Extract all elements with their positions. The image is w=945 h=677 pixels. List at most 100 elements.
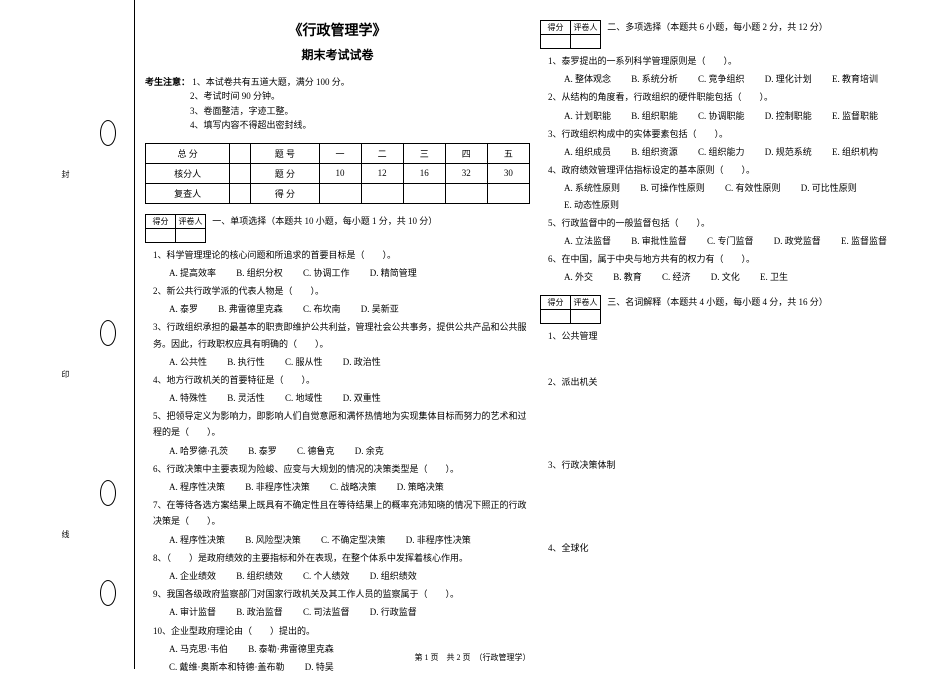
opt: A. 特殊性: [169, 390, 207, 406]
s2q1: 1、泰罗提出的一系列科学管理原则是（ ）。: [540, 53, 925, 69]
opt: C. 战略决策: [330, 479, 377, 495]
cell: [571, 310, 601, 324]
section-1-title: 一、单项选择（本题共 10 小题，每小题 1 分，共 10 分）: [212, 214, 437, 228]
s3q3: 3、行政决策体制: [540, 458, 925, 471]
cell: 得分: [541, 296, 571, 310]
cell: [541, 310, 571, 324]
opt: C. 地域性: [285, 390, 323, 406]
opt: B. 执行性: [227, 354, 265, 370]
s2q4: 4、政府绩效管理评估指标设定的基本原则（ ）。: [540, 162, 925, 178]
opt: C. 协调职能: [698, 108, 745, 124]
q8: 8、（ ）是政府绩效的主要指标和外在表现，在整个体系中发挥着核心作用。: [145, 550, 530, 566]
section-2-title: 二、多项选择（本题共 6 小题，每小题 2 分，共 12 分）: [607, 20, 828, 34]
binding-hole: [100, 120, 116, 146]
opt: B. 可操作性原则: [640, 180, 705, 196]
score-box: 得分评卷人: [540, 295, 601, 324]
cell: 题 号: [251, 143, 319, 163]
cell: 一: [319, 143, 361, 163]
binding-label-1: 封: [60, 170, 71, 178]
opt: B. 泰罗: [248, 443, 277, 459]
opt: A. 公共性: [169, 354, 207, 370]
s2q2-options: A. 计划职能 B. 组织职能 C. 协调职能 D. 控制职能 E. 监督职能: [540, 108, 925, 124]
opt: B. 政治监督: [236, 604, 283, 620]
cell: [487, 183, 529, 203]
cell: 10: [319, 163, 361, 183]
opt: D. 余克: [355, 443, 384, 459]
s2q1-options: A. 整体观念 B. 系统分析 C. 竞争组织 D. 理化计划 E. 教育培训: [540, 71, 925, 87]
q4-options: A. 特殊性 B. 灵活性 C. 地域性 D. 双重性: [145, 390, 530, 406]
opt: D. 非程序性决策: [406, 532, 471, 548]
instruction-line: 2、考试时间 90 分钟。: [190, 91, 280, 101]
opt: B. 弗雷德里克森: [218, 301, 283, 317]
opt: D. 文化: [711, 269, 740, 285]
binding-hole: [100, 480, 116, 506]
q8-options: A. 企业绩效 B. 组织绩效 C. 个人绩效 D. 组织绩效: [145, 568, 530, 584]
opt: A. 审计监督: [169, 604, 216, 620]
cell: 32: [445, 163, 487, 183]
cell: [571, 35, 601, 49]
opt: A. 系统性原则: [564, 180, 620, 196]
opt: A. 企业绩效: [169, 568, 216, 584]
cell: [361, 183, 403, 203]
cell: 二: [361, 143, 403, 163]
title-sub: 期末考试试卷: [145, 46, 530, 63]
opt: D. 行政监督: [370, 604, 417, 620]
s3q2: 2、派出机关: [540, 375, 925, 388]
cell: [403, 183, 445, 203]
q9-options: A. 审计监督 B. 政治监督 C. 司法监督 D. 行政监督: [145, 604, 530, 620]
instruction-line: 3、卷面整洁，字迹工整。: [190, 106, 294, 116]
q1-options: A. 提高效率 B. 组织分权 C. 协调工作 D. 精简管理: [145, 265, 530, 281]
opt: B. 灵活性: [227, 390, 265, 406]
opt: C. 竞争组织: [698, 71, 745, 87]
opt: D. 政治性: [343, 354, 381, 370]
q5-options: A. 哈罗德·孔茨 B. 泰罗 C. 德鲁克 D. 余克: [145, 443, 530, 459]
opt: B. 非程序性决策: [245, 479, 310, 495]
s2q6: 6、在中国，属于中央与地方共有的权力有（ ）。: [540, 251, 925, 267]
binding-hole: [100, 580, 116, 606]
cell: 得分: [541, 21, 571, 35]
cell: 总 分: [146, 143, 230, 163]
opt: C. 布坎南: [303, 301, 341, 317]
opt: B. 组织分权: [236, 265, 283, 281]
binding-hole: [100, 320, 116, 346]
q1: 1、科学管理理论的核心问题和所追求的首要目标是（ ）。: [145, 247, 530, 263]
opt: E. 组织机构: [832, 144, 878, 160]
cell: 评卷人: [571, 21, 601, 35]
opt: B. 系统分析: [631, 71, 678, 87]
section-1-header: 得分评卷人 一、单项选择（本题共 10 小题，每小题 1 分，共 10 分）: [145, 214, 530, 247]
section-2-header: 得分评卷人 二、多项选择（本题共 6 小题，每小题 2 分，共 12 分）: [540, 20, 925, 53]
cell: 三: [403, 143, 445, 163]
opt: A. 组织成员: [564, 144, 611, 160]
q2: 2、新公共行政学派的代表人物是（ ）。: [145, 283, 530, 299]
opt: A. 哈罗德·孔茨: [169, 443, 228, 459]
q6-options: A. 程序性决策 B. 非程序性决策 C. 战略决策 D. 策略决策: [145, 479, 530, 495]
cell: 复查人: [146, 183, 230, 203]
opt: D. 组织绩效: [370, 568, 417, 584]
q9: 9、我国各级政府监察部门对国家行政机关及其工作人员的监察属于（ ）。: [145, 586, 530, 602]
opt: D. 理化计划: [765, 71, 812, 87]
score-box: 得分评卷人: [540, 20, 601, 49]
section-3-header: 得分评卷人 三、名词解释（本题共 4 小题，每小题 4 分，共 16 分）: [540, 295, 925, 328]
cell: 得分: [146, 214, 176, 228]
q4: 4、地方行政机关的首要特征是（ ）。: [145, 372, 530, 388]
section-3-title: 三、名词解释（本题共 4 小题，每小题 4 分，共 16 分）: [607, 295, 828, 309]
opt: B. 组织绩效: [236, 568, 283, 584]
cell: [230, 163, 251, 183]
cell: [146, 228, 176, 242]
s2q3: 3、行政组织构成中的实体要素包括（ ）。: [540, 126, 925, 142]
opt: D. 政党监督: [774, 233, 821, 249]
opt: C. 经济: [662, 269, 691, 285]
opt: C. 个人绩效: [303, 568, 350, 584]
opt: C. 专门监督: [707, 233, 754, 249]
opt: D. 控制职能: [765, 108, 812, 124]
opt: A. 程序性决策: [169, 532, 225, 548]
opt: C. 服从性: [285, 354, 323, 370]
opt: A. 外交: [564, 269, 593, 285]
s2q3-options: A. 组织成员 B. 组织资源 C. 组织能力 D. 规范系统 E. 组织机构: [540, 144, 925, 160]
table-row: 总 分 题 号 一 二 三 四 五: [146, 143, 530, 163]
cell: 四: [445, 143, 487, 163]
table-row: 核分人 题 分 10 12 16 32 30: [146, 163, 530, 183]
opt: D. 策略决策: [397, 479, 444, 495]
s3q4: 4、全球化: [540, 541, 925, 554]
opt: E. 监督职能: [832, 108, 878, 124]
